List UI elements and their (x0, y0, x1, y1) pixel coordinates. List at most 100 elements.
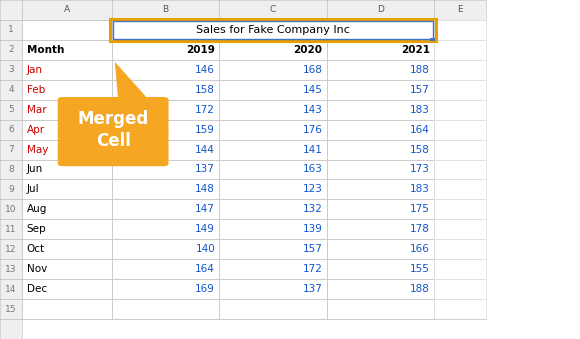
Bar (0, 279, 22, 299)
Bar (430, 38, 435, 41)
Bar (112, 20, 434, 40)
Bar (0, 199, 22, 219)
Text: 143: 143 (303, 105, 322, 115)
Bar (219, 239, 327, 259)
Bar (327, 239, 434, 259)
Bar (112, 319, 219, 339)
Bar (0, 80, 22, 100)
Text: 176: 176 (303, 125, 322, 135)
Text: 166: 166 (410, 244, 430, 254)
Text: 11: 11 (5, 225, 17, 234)
Bar (112, 279, 219, 299)
Bar (0, 60, 22, 80)
Bar (0, 140, 22, 160)
Text: 159: 159 (195, 125, 215, 135)
Bar (22, 319, 112, 339)
Bar (0, 239, 22, 259)
Text: Sep: Sep (27, 224, 46, 234)
Text: 5: 5 (8, 105, 14, 114)
Bar (434, 60, 486, 80)
Bar (219, 259, 327, 279)
Bar (434, 80, 486, 100)
Text: Jan: Jan (27, 65, 43, 75)
Text: 164: 164 (195, 264, 215, 274)
Bar (112, 120, 219, 140)
Bar (0, 120, 22, 140)
Bar (112, 219, 219, 239)
Bar (219, 40, 327, 60)
Text: 3: 3 (8, 65, 14, 74)
Text: 188: 188 (410, 65, 430, 75)
Bar (22, 40, 112, 60)
Bar (112, 40, 219, 60)
Text: 169: 169 (195, 284, 215, 294)
Bar (219, 80, 327, 100)
Bar (112, 259, 219, 279)
Bar (0, 100, 22, 120)
Bar (327, 319, 434, 339)
Text: Oct: Oct (27, 244, 45, 254)
Text: 137: 137 (303, 284, 322, 294)
Bar (0, 0, 22, 20)
Text: 175: 175 (410, 204, 430, 214)
Text: 145: 145 (303, 85, 322, 95)
Text: 10: 10 (5, 205, 17, 214)
Text: 163: 163 (303, 164, 322, 175)
Text: 139: 139 (303, 224, 322, 234)
Bar (219, 279, 327, 299)
Bar (22, 120, 112, 140)
Bar (22, 219, 112, 239)
FancyBboxPatch shape (58, 97, 168, 166)
Text: 7: 7 (8, 145, 14, 154)
Text: Mar: Mar (27, 105, 46, 115)
Text: 13: 13 (5, 265, 17, 274)
Bar (327, 40, 434, 60)
Bar (112, 199, 219, 219)
Text: 149: 149 (195, 224, 215, 234)
Bar (327, 100, 434, 120)
Text: E: E (457, 5, 463, 15)
Bar (22, 199, 112, 219)
Bar (327, 279, 434, 299)
Bar (219, 219, 327, 239)
Bar (22, 140, 112, 160)
Bar (22, 160, 112, 179)
Bar (327, 199, 434, 219)
Text: D: D (377, 5, 383, 15)
Bar (434, 140, 486, 160)
Text: 183: 183 (410, 105, 430, 115)
Bar (112, 160, 219, 179)
Text: May: May (27, 144, 48, 155)
Bar (434, 319, 486, 339)
Bar (434, 160, 486, 179)
Bar (0, 219, 22, 239)
Text: Month: Month (27, 45, 64, 55)
Bar (22, 60, 112, 80)
Text: 172: 172 (303, 264, 322, 274)
Text: 178: 178 (410, 224, 430, 234)
Text: 123: 123 (303, 184, 322, 195)
Text: 158: 158 (195, 85, 215, 95)
Bar (0, 160, 22, 179)
Text: 188: 188 (410, 284, 430, 294)
Bar (327, 140, 434, 160)
Bar (112, 179, 219, 199)
Text: 172: 172 (195, 105, 215, 115)
Bar (219, 319, 327, 339)
Bar (112, 299, 219, 319)
Text: Aug: Aug (27, 204, 47, 214)
Bar (327, 299, 434, 319)
Bar (434, 279, 486, 299)
Bar (327, 60, 434, 80)
Bar (0, 40, 22, 60)
Bar (434, 299, 486, 319)
Bar (219, 299, 327, 319)
Text: 12: 12 (5, 245, 17, 254)
Text: 173: 173 (410, 164, 430, 175)
Bar (112, 60, 219, 80)
Text: Dec: Dec (27, 284, 47, 294)
Bar (434, 100, 486, 120)
Text: 164: 164 (410, 125, 430, 135)
Text: 147: 147 (195, 204, 215, 214)
Text: 148: 148 (195, 184, 215, 195)
